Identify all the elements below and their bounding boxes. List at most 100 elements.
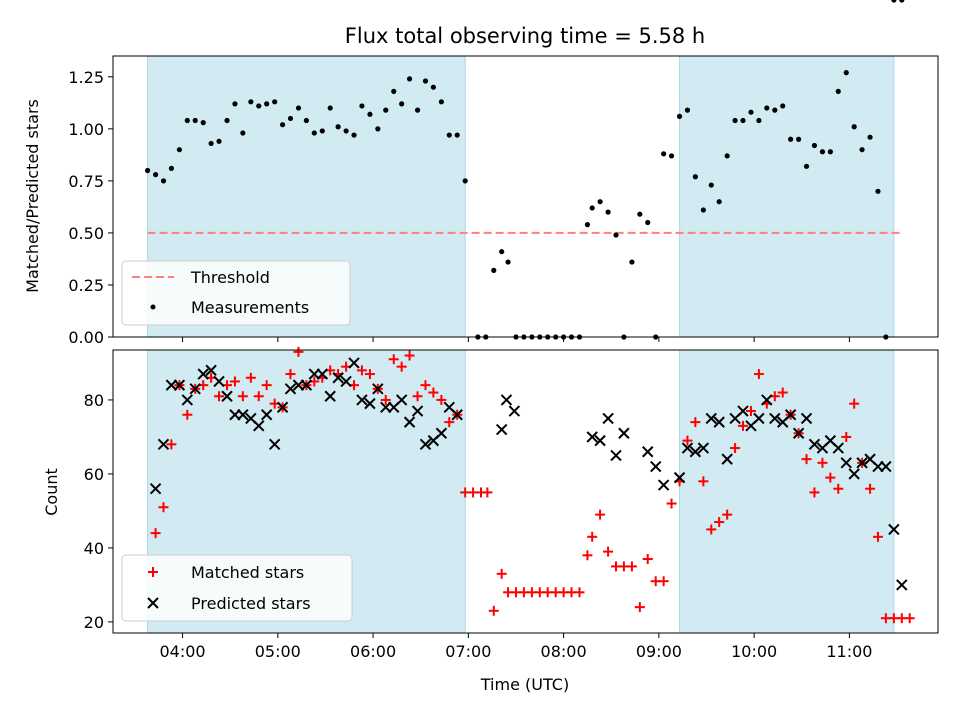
matched-point [166, 439, 177, 450]
measurement-point [422, 78, 429, 84]
measurement-point [788, 136, 794, 142]
top-ytick-label: 1.00 [68, 120, 104, 139]
xtick-label: 10:00 [731, 642, 777, 661]
legend-measurements-swatch [150, 304, 156, 310]
legend-predicted-label: Predicted stars [191, 594, 311, 613]
predicted-point [586, 431, 598, 443]
measurement-point [351, 132, 357, 138]
bottom-shade-1 [679, 349, 895, 634]
measurement-point [152, 172, 159, 178]
predicted-point-b [602, 412, 614, 425]
top-legend-box [121, 260, 351, 326]
matched-point [396, 361, 407, 372]
predicted-point-b [395, 394, 408, 406]
predicted-point [705, 412, 717, 425]
matched-point [182, 409, 193, 420]
measurement-point [224, 117, 230, 124]
top-panel: 0.00 0.25 0.50 0.75 1.00 1.25 Matched/Predict… [23, 0, 939, 347]
predicted-point-b [245, 412, 257, 425]
predicted-point [221, 390, 233, 402]
measurement-point [843, 70, 849, 76]
predicted-point [403, 416, 416, 428]
legend-matched-swatch [148, 567, 158, 577]
measurement-point [597, 199, 603, 205]
predicted-point [364, 397, 376, 410]
predicted-point [340, 375, 352, 388]
matched-star-points [150, 346, 915, 624]
chart-title: Flux total observing time = 5.58 h [345, 24, 705, 48]
legend-measurements-label: Measurements [191, 298, 309, 317]
predicted-point [832, 442, 844, 454]
legend-matched-label: Matched stars [191, 563, 304, 582]
matched-point [753, 369, 764, 380]
measurement-point [454, 132, 460, 138]
predicted-point-b [173, 379, 186, 391]
predicted-point [761, 394, 773, 406]
predicted-point-b [221, 390, 233, 402]
matched-point [488, 605, 499, 616]
predicted-point-b [697, 442, 710, 454]
measurement-point [264, 101, 270, 107]
predicted-point [324, 390, 336, 402]
predicted-point-b [316, 368, 329, 380]
matched-point [666, 498, 677, 509]
matched-point [849, 398, 860, 409]
predicted-point [157, 438, 170, 451]
predicted-point-b [451, 409, 463, 421]
measurement-point [708, 182, 714, 188]
xtick-label: 06:00 [350, 642, 396, 661]
matched-point [872, 531, 883, 542]
measurement-point [668, 153, 675, 159]
matched-point [436, 394, 447, 405]
predicted-point [395, 394, 408, 406]
matched-point [404, 350, 415, 361]
predicted-point [689, 446, 702, 458]
predicted-point [372, 383, 384, 395]
measurement-point [367, 111, 373, 117]
measurement-point [279, 122, 286, 128]
matched-point [482, 487, 493, 498]
predicted-point-b [332, 372, 344, 384]
predicted-point-b [149, 483, 162, 495]
x-axis-label: Time (UTC) [480, 675, 569, 694]
measurement-point [772, 107, 778, 113]
measurement-point [335, 124, 341, 130]
predicted-point [594, 434, 606, 447]
predicted-point [800, 412, 813, 425]
matched-point [285, 369, 296, 380]
predicted-point-b [495, 423, 508, 436]
predicted-point-b [213, 375, 225, 388]
top-ytick-label: 0.00 [68, 328, 104, 347]
predicted-point [508, 405, 521, 417]
measurement-point [343, 128, 349, 134]
predicted-point-b [737, 405, 749, 417]
matched-point [214, 391, 225, 402]
predicted-point-b [761, 394, 773, 406]
measurement-point [613, 232, 619, 238]
bottom-panel: 20 40 60 80 04:00 05:00 06:00 07:00 08:00 09:00 1… [42, 346, 939, 694]
predicted-point-b [721, 453, 733, 465]
predicted-point-b [650, 460, 662, 473]
measurement-point [438, 99, 444, 105]
measurement-point [756, 117, 762, 124]
xtick-label: 05:00 [255, 642, 301, 661]
measurement-point [505, 259, 511, 265]
measurement-point [764, 105, 770, 111]
top-y-axis-label: Matched/Predicted stars [23, 99, 42, 293]
measurement-point [327, 105, 333, 111]
legend-matched-marker [148, 567, 158, 577]
predicted-point-b [864, 453, 876, 465]
measurement-point [272, 99, 278, 105]
predicted-point-b [769, 412, 781, 425]
measurement-point [803, 163, 810, 169]
measurement-point [232, 101, 238, 107]
matched-point [809, 487, 820, 498]
measurement-point [311, 130, 317, 136]
measurement-point [240, 130, 246, 136]
predicted-point [348, 357, 360, 369]
predicted-point-b [253, 420, 265, 432]
matched-point [682, 435, 693, 446]
predicted-point-b [800, 412, 813, 425]
measurement-point [295, 105, 302, 111]
matched-point [388, 354, 399, 365]
